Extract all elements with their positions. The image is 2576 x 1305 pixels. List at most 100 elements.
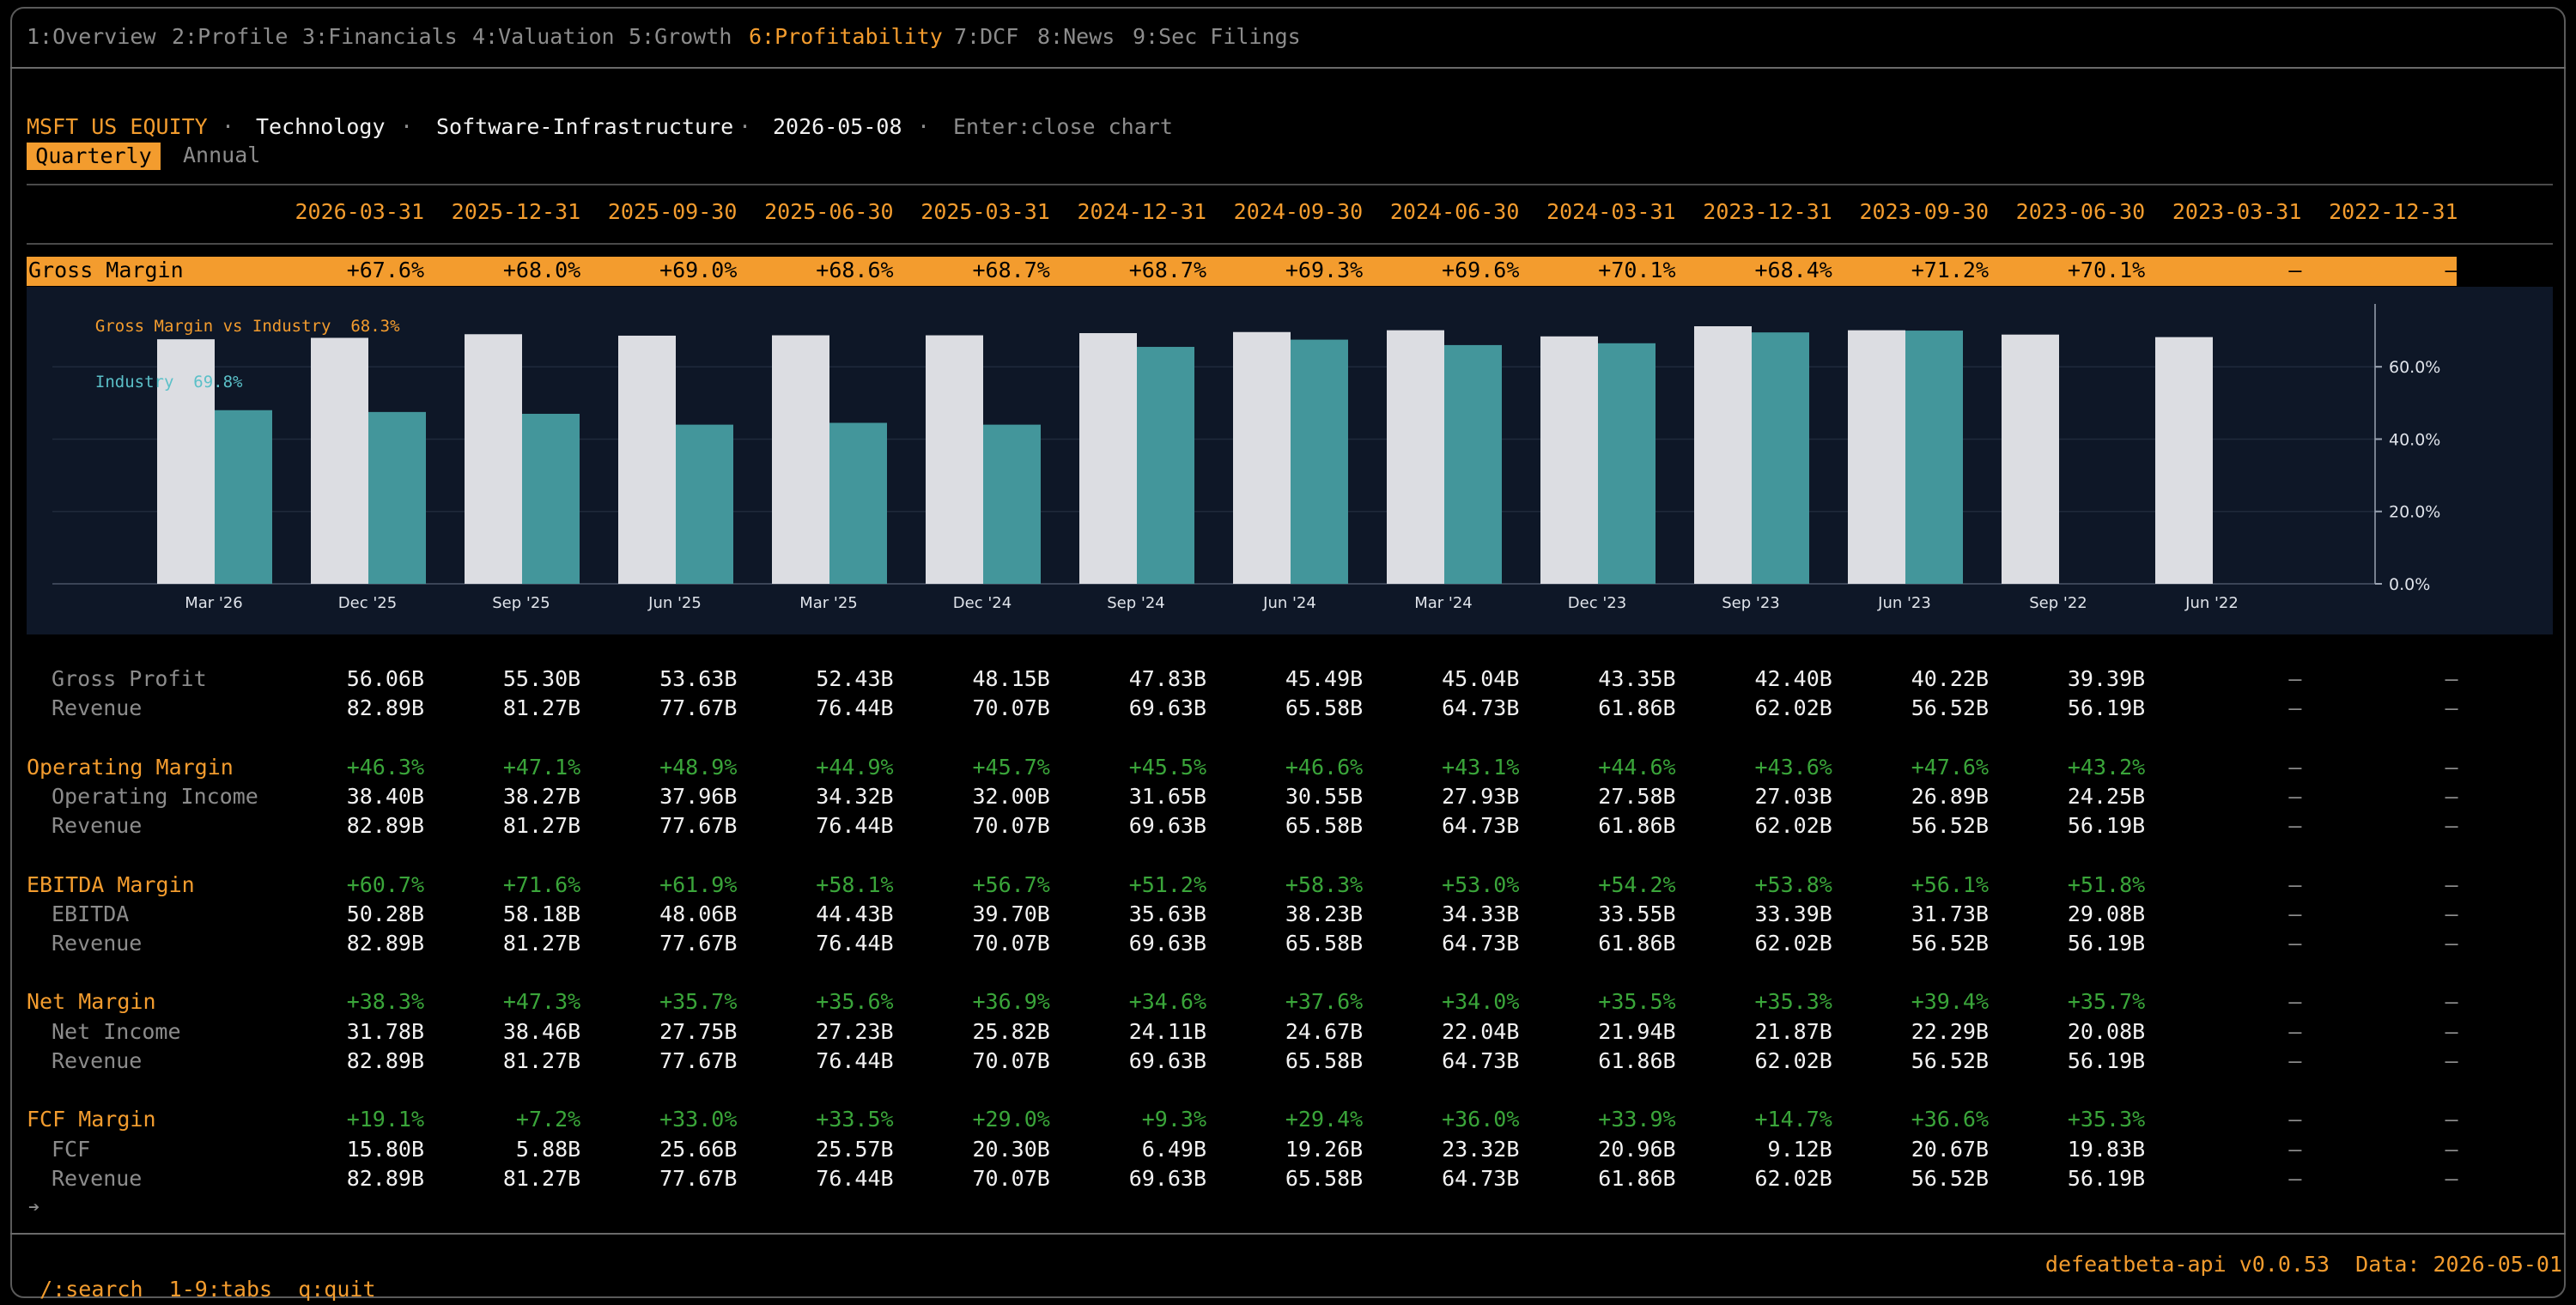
legend-industry-value: 69.8% (193, 373, 243, 392)
quarterly-toggle[interactable]: Quarterly (27, 143, 161, 170)
section-title[interactable]: Net Margin (27, 989, 156, 1015)
cell-value: 56.52B (1911, 1165, 1989, 1191)
section-title[interactable]: FCF Margin (27, 1107, 156, 1132)
column-header[interactable]: 2024-09-30 (1233, 199, 1364, 224)
cell-value: 69.63B (1128, 813, 1206, 839)
margin-value: +29.4% (1285, 1107, 1364, 1132)
annual-toggle[interactable]: Annual (183, 143, 261, 167)
tab-sec-filings[interactable]: 9:Sec Filings (1133, 24, 1301, 49)
margin-value: +44.9% (816, 754, 894, 780)
row-label: EBITDA (52, 901, 130, 926)
key-search: /: (39, 1277, 66, 1302)
gross-margin-value: +70.1% (2067, 258, 2146, 282)
cell-value: – (2288, 1018, 2302, 1044)
cell-value: 61.86B (1598, 931, 1676, 956)
cell-value: 31.78B (346, 1018, 424, 1044)
cell-value: 61.86B (1598, 1048, 1676, 1073)
cell-value: 62.02B (1754, 1165, 1832, 1191)
industry-bar (1444, 344, 1502, 584)
cell-value: 20.96B (1598, 1136, 1676, 1162)
cell-value: 27.93B (1442, 783, 1520, 809)
column-header[interactable]: 2023-06-30 (2015, 199, 2146, 224)
gross-margin-row[interactable] (27, 257, 2457, 286)
cell-value: 6.49B (1141, 1136, 1206, 1162)
section-title[interactable]: Operating Margin (27, 754, 234, 780)
cell-value: 21.87B (1754, 1018, 1832, 1044)
column-header[interactable]: 2023-09-30 (1859, 199, 1989, 224)
column-header[interactable]: 2023-12-31 (1703, 199, 1832, 224)
separator: · (917, 114, 931, 139)
cell-value: 53.63B (659, 666, 738, 691)
cell-value: – (2288, 695, 2302, 721)
cell-value: 70.07B (972, 1048, 1050, 1073)
separator: · (222, 114, 235, 139)
column-header[interactable]: 2022-12-31 (2329, 199, 2458, 224)
cell-value: 81.27B (502, 1048, 581, 1073)
tab-news[interactable]: 8:News (1037, 24, 1115, 49)
cell-value: 24.67B (1285, 1018, 1364, 1044)
cell-value: 69.63B (1128, 931, 1206, 956)
industry-bar (1137, 347, 1194, 584)
cell-value: – (2288, 931, 2302, 956)
tab-valuation[interactable]: 4:Valuation (472, 24, 615, 49)
gross-margin-bar (1540, 336, 1598, 584)
key-tabs-label: tabs (220, 1277, 273, 1302)
tab-financials[interactable]: 3:Financials (302, 24, 458, 49)
cell-value: 81.27B (502, 695, 581, 721)
cell-value: 76.44B (816, 931, 894, 956)
column-header[interactable]: 2023-03-31 (2172, 199, 2302, 224)
cell-value: 19.83B (2067, 1136, 2146, 1162)
industry-bar (1752, 332, 1809, 584)
column-header[interactable]: 2025-09-30 (607, 199, 738, 224)
cell-value: 22.04B (1442, 1018, 1520, 1044)
cell-value: 82.89B (346, 931, 424, 956)
cell-value: 27.75B (659, 1018, 738, 1044)
gross-margin-bar (1079, 333, 1137, 584)
footer-status: defeatbeta-api v0.0.53 Data: 2026-05-01 (2045, 1252, 2562, 1277)
x-tick-label: Jun '25 (647, 594, 702, 612)
gross-margin-value: +68.4% (1754, 258, 1832, 282)
margin-value: +35.7% (2067, 989, 2146, 1015)
cell-value: 30.55B (1285, 783, 1364, 809)
margin-value: +48.9% (659, 754, 738, 780)
column-header[interactable]: 2025-06-30 (764, 199, 894, 224)
column-header[interactable]: 2026-03-31 (295, 199, 424, 224)
cell-value: – (2288, 666, 2302, 691)
cell-value: 82.89B (346, 813, 424, 839)
margin-value: +47.3% (502, 989, 581, 1015)
y-tick-label: 40.0% (2389, 430, 2440, 449)
tab-profile[interactable]: 2:Profile (172, 24, 289, 49)
column-header[interactable]: 2024-06-30 (1389, 199, 1520, 224)
column-header[interactable]: 2024-03-31 (1546, 199, 1676, 224)
cell-value: 61.86B (1598, 695, 1676, 721)
gross-margin-bar (2002, 334, 2059, 584)
cell-value: 69.63B (1128, 1165, 1206, 1191)
gross-margin-bar (1694, 326, 1752, 584)
cell-value: – (2288, 1136, 2302, 1162)
gross-margin-value: +69.3% (1285, 258, 1364, 282)
margin-value: +33.9% (1598, 1107, 1676, 1132)
cell-value: 61.86B (1598, 1165, 1676, 1191)
tab-growth[interactable]: 5:Growth (629, 24, 732, 49)
section-title[interactable]: EBITDA Margin (27, 871, 195, 897)
margin-value: +47.6% (1911, 754, 1989, 780)
gross-margin-value: +70.1% (1598, 258, 1676, 282)
tab-overview[interactable]: 1:Overview (27, 24, 156, 49)
margin-value: +43.2% (2067, 754, 2146, 780)
cell-value: 70.07B (972, 931, 1050, 956)
column-header[interactable]: 2025-03-31 (920, 199, 1050, 224)
column-header[interactable]: 2024-12-31 (1077, 199, 1206, 224)
margin-value: +36.6% (1911, 1107, 1989, 1132)
margin-value: +29.0% (972, 1107, 1050, 1132)
cell-value: 64.73B (1442, 931, 1520, 956)
margin-value: +36.0% (1442, 1107, 1520, 1132)
y-tick-label: 60.0% (2389, 358, 2440, 377)
row-label: Revenue (52, 813, 143, 839)
cell-value: 64.73B (1442, 1165, 1520, 1191)
tab-profitability[interactable]: 6:Profitability (749, 24, 943, 49)
cell-value: 76.44B (816, 813, 894, 839)
margin-value: +35.3% (1754, 989, 1832, 1015)
column-header[interactable]: 2025-12-31 (451, 199, 581, 224)
margin-value: +39.4% (1911, 989, 1989, 1015)
tab-dcf[interactable]: 7:DCF (954, 24, 1019, 49)
